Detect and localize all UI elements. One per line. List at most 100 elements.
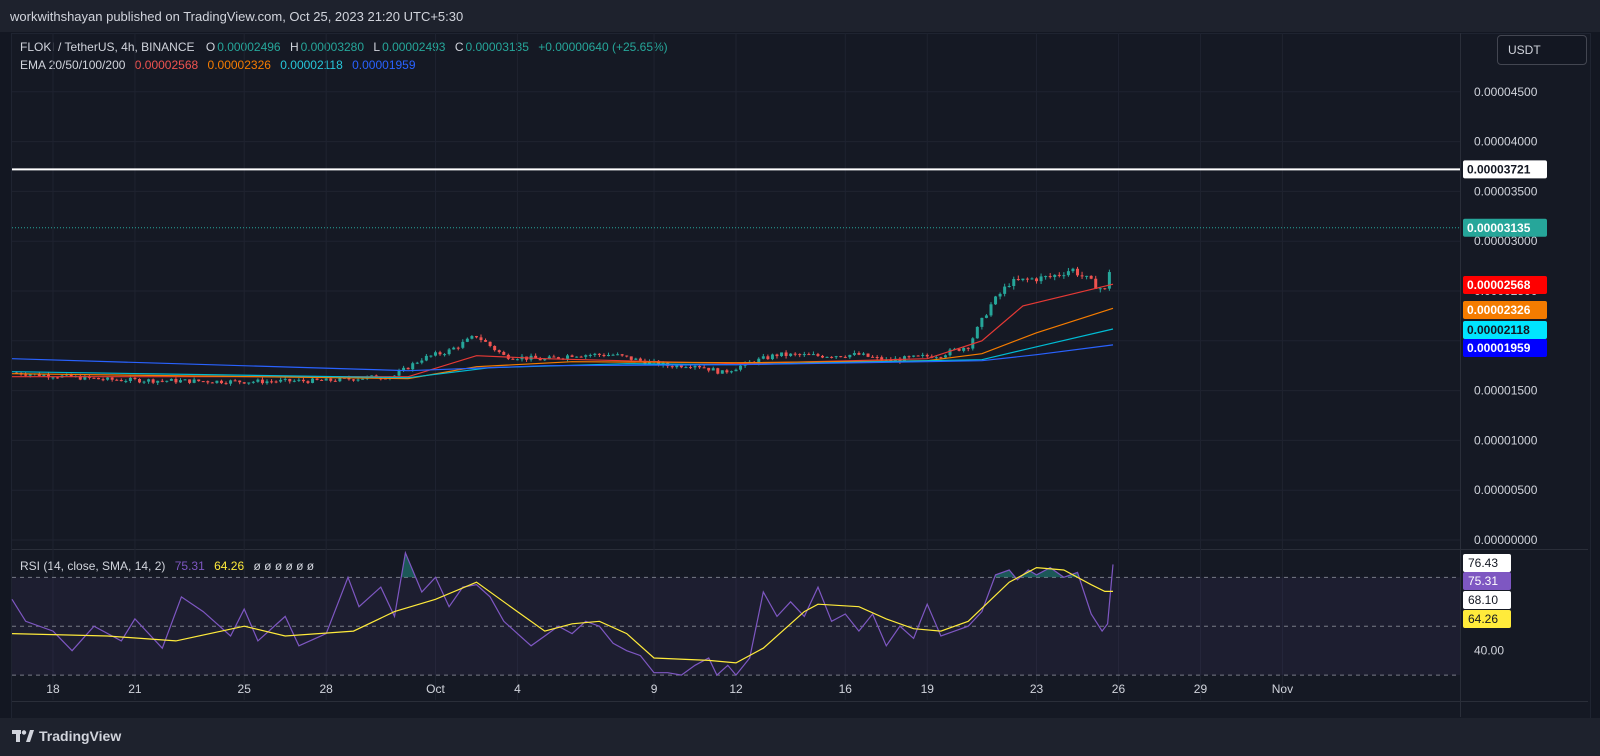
candle-body: [957, 348, 961, 351]
candle: [843, 355, 847, 359]
candle: [142, 380, 146, 384]
candle: [998, 292, 1002, 300]
candle-body: [816, 354, 820, 356]
time-tick-label: 21: [128, 682, 142, 696]
candle-body: [447, 349, 451, 355]
change-value: +0.00000640 (+25.65%): [538, 40, 668, 54]
candle-body: [1053, 274, 1057, 278]
candle: [912, 355, 916, 358]
candle: [570, 354, 574, 358]
tradingview-logo[interactable]: TradingView: [12, 728, 121, 744]
horizontal-line-label: 0.00003721: [1463, 160, 1547, 179]
candle-body: [725, 370, 729, 373]
candle: [1098, 287, 1102, 293]
candle-body: [420, 360, 424, 363]
candle: [488, 341, 492, 348]
candle-body: [210, 382, 214, 384]
candle-body: [493, 345, 497, 351]
rsi-label[interactable]: RSI (14, close, SMA, 14, 2): [20, 559, 166, 573]
ema-scale-label-bg: [1463, 301, 1547, 319]
candle-body: [402, 367, 406, 371]
candle-body: [461, 341, 465, 348]
candle: [119, 378, 123, 382]
ema200-line: [11, 344, 1114, 372]
candle-body: [770, 354, 774, 360]
candle: [192, 377, 196, 384]
candle-body: [716, 368, 720, 374]
candle-body: [219, 380, 223, 384]
ema-scale-label-text: 0.00002568: [1467, 278, 1531, 292]
candle: [206, 380, 210, 385]
tradingview-logo-icon: [12, 730, 34, 742]
price-tick-label: 0.00003500: [1474, 184, 1538, 198]
candle-body: [857, 353, 861, 355]
candle-body: [989, 304, 993, 316]
candle: [1053, 274, 1057, 281]
candle: [770, 353, 774, 361]
rsi-ma-value: 64.26: [214, 559, 245, 573]
candle: [775, 353, 779, 359]
candle-body: [634, 358, 638, 360]
time-tick-label: 9: [651, 682, 658, 696]
candle: [579, 355, 583, 358]
candle-body: [825, 356, 829, 358]
candle-body: [821, 355, 825, 358]
candle-body: [766, 356, 770, 360]
candle: [502, 350, 506, 356]
candle-body: [215, 380, 219, 383]
candle: [702, 365, 706, 369]
time-tick-label: 19: [921, 682, 935, 696]
candle-body: [907, 356, 911, 358]
candle: [92, 377, 96, 379]
candle-body: [638, 358, 642, 361]
candle-body: [1066, 271, 1070, 276]
time-tick-label: 29: [1194, 682, 1208, 696]
candle: [1066, 267, 1070, 277]
candle: [484, 338, 488, 342]
candle: [101, 377, 105, 382]
candle: [1016, 275, 1020, 281]
candle-body: [807, 354, 811, 356]
candle-body: [834, 356, 838, 358]
rsi-scale-label-text: 76.43: [1468, 556, 1498, 570]
candle: [124, 379, 128, 384]
candle-body: [1076, 268, 1080, 276]
low-value: 0.00002493: [382, 40, 446, 54]
candle-body: [370, 375, 374, 377]
candle: [201, 380, 205, 383]
candle: [320, 379, 324, 381]
candle: [634, 357, 638, 360]
candle-body: [830, 356, 834, 358]
candle: [452, 346, 456, 350]
candle: [1071, 267, 1075, 273]
candle: [274, 380, 278, 384]
candle-body: [169, 378, 173, 381]
rsi-value: 75.31: [174, 559, 205, 573]
candle-body: [1103, 288, 1107, 290]
candle-body: [575, 356, 579, 358]
ema50-line: [11, 307, 1114, 380]
time-tick-label: 16: [839, 682, 853, 696]
candle-body: [880, 357, 884, 361]
candle: [151, 378, 155, 385]
candle: [1021, 278, 1025, 282]
candle: [980, 317, 984, 330]
rsi-scale-label: 75.31: [1463, 572, 1511, 590]
symbol-label[interactable]: FLOKI / TetherUS, 4h, BINANCE: [20, 40, 195, 54]
currency-button[interactable]: USDT: [1497, 35, 1587, 65]
candle: [984, 314, 988, 319]
candle-body: [839, 356, 843, 358]
candle-body: [729, 371, 733, 373]
candle: [465, 337, 469, 343]
ohlc-legend: FLOKI / TetherUS, 4h, BINANCE O 0.0000249…: [20, 40, 670, 54]
candle: [251, 380, 255, 384]
ema-label[interactable]: EMA 20/50/100/200: [20, 58, 126, 72]
candle-body: [538, 358, 542, 361]
candle-body: [611, 354, 615, 356]
candle-body: [1039, 276, 1043, 282]
candle: [852, 350, 856, 356]
candle: [789, 353, 793, 357]
high-value: 0.00003280: [300, 40, 365, 54]
candle: [315, 378, 319, 381]
candle: [825, 356, 829, 358]
